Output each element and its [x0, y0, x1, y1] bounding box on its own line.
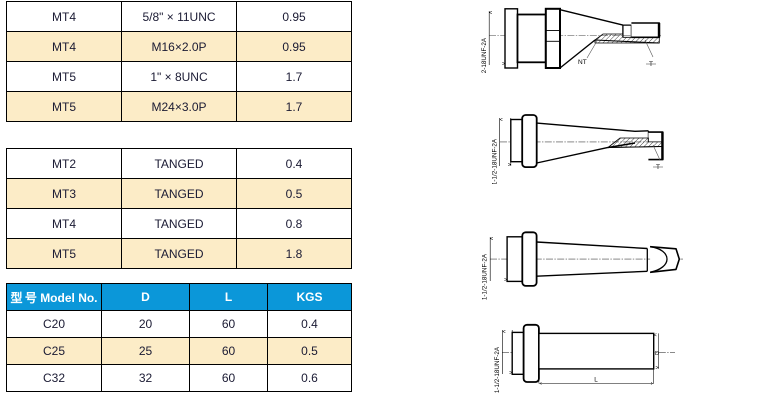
svg-text:NT: NT	[578, 59, 587, 66]
svg-text:T: T	[649, 61, 653, 68]
svg-text:T: T	[656, 164, 660, 171]
svg-text:L: L	[594, 377, 598, 384]
svg-text:1-1/2-18UNF-2A: 1-1/2-18UNF-2A	[481, 37, 488, 73]
svg-text:1-1/2-18UNF-2A: 1-1/2-18UNF-2A	[491, 138, 498, 184]
svg-text:1-1/2-18UNF-2A: 1-1/2-18UNF-2A	[494, 346, 501, 393]
svg-text:D: D	[655, 351, 659, 357]
svg-text:1-1/2-18UNF-2A: 1-1/2-18UNF-2A	[482, 253, 489, 300]
